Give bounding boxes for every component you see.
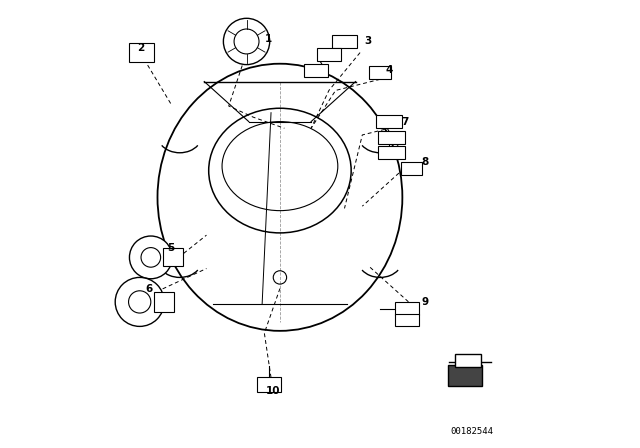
FancyBboxPatch shape [163,249,183,266]
FancyBboxPatch shape [369,66,391,79]
FancyBboxPatch shape [376,115,403,128]
Circle shape [115,277,164,327]
Text: 10: 10 [266,386,280,396]
FancyBboxPatch shape [455,354,481,367]
FancyBboxPatch shape [395,314,419,326]
Text: 5: 5 [167,243,175,254]
Text: 7: 7 [401,116,408,127]
FancyBboxPatch shape [129,43,154,62]
FancyBboxPatch shape [378,146,404,159]
FancyBboxPatch shape [378,130,404,144]
Circle shape [223,18,269,65]
FancyBboxPatch shape [317,48,341,61]
FancyBboxPatch shape [448,365,482,386]
Text: 2: 2 [137,43,144,53]
FancyBboxPatch shape [395,302,419,315]
FancyBboxPatch shape [401,162,422,175]
FancyBboxPatch shape [332,35,356,48]
Text: 4: 4 [385,65,393,75]
Circle shape [129,291,151,313]
Text: 9: 9 [421,297,428,307]
Text: 1: 1 [265,34,273,44]
Text: 8: 8 [421,157,428,167]
Text: 3: 3 [364,36,372,47]
Circle shape [234,29,259,54]
Text: 00182544: 00182544 [450,426,493,435]
Circle shape [129,236,172,279]
FancyBboxPatch shape [257,377,281,392]
Circle shape [141,248,161,267]
Text: 6: 6 [145,284,152,293]
FancyBboxPatch shape [303,64,328,77]
FancyBboxPatch shape [154,292,174,312]
